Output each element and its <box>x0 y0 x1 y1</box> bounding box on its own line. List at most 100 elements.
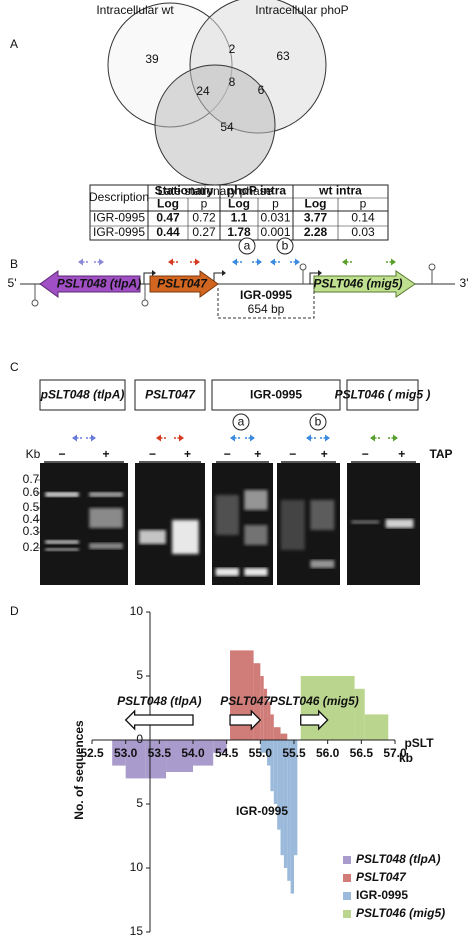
x-tick-label: 56.5 <box>350 746 374 760</box>
gel-band <box>310 500 335 530</box>
y-tick-label: 5 <box>136 796 143 810</box>
primer-head <box>179 434 184 442</box>
bar <box>277 740 281 830</box>
primer-head <box>72 434 77 442</box>
gene-arrow <box>39 270 141 298</box>
lane-sign: + <box>321 447 328 461</box>
x-tick-label: 52.5 <box>80 746 104 760</box>
promoter-head <box>318 270 322 276</box>
lane-label: pSLT048 (tlpA) <box>40 388 125 402</box>
legend-swatch <box>343 910 351 918</box>
gene-arrow <box>300 709 329 731</box>
table-subheader: p <box>201 197 208 211</box>
panel-label: B <box>10 257 18 271</box>
lane-header <box>39 379 126 411</box>
gel-band <box>310 560 335 568</box>
y-tick-label: 15 <box>130 924 144 938</box>
table-subheader: p <box>272 197 279 211</box>
table-cell: 0.72 <box>192 211 216 225</box>
venn-count: 24 <box>196 84 210 98</box>
marker-label: 0.4 <box>23 512 40 526</box>
bar <box>260 740 268 753</box>
lane-sign: − <box>289 447 296 461</box>
bar <box>287 740 291 881</box>
site-circle <box>309 413 327 431</box>
primer-head <box>342 258 347 266</box>
site-circle <box>232 413 250 431</box>
table-subheader: Log <box>228 197 250 211</box>
x-tick-label: 54.5 <box>215 746 239 760</box>
x-tick-label: 53.0 <box>114 746 138 760</box>
gene-label: PSLT048 (tlpA) <box>117 694 201 708</box>
venn-count: 2 <box>229 42 236 56</box>
gene-arrow <box>149 270 219 298</box>
gel-band <box>215 568 239 576</box>
bar <box>354 688 365 740</box>
table-cell: 1.78 <box>227 225 251 239</box>
table-header: phoP intra <box>227 184 286 198</box>
table-subheader: p <box>360 197 367 211</box>
bar <box>273 727 281 740</box>
gene-label: PSLT046 (mig5) <box>313 277 402 291</box>
site-circle <box>276 237 294 255</box>
marker-label: 0.5 <box>23 500 40 514</box>
primer-head <box>78 258 83 266</box>
terminator <box>299 263 307 271</box>
promoter <box>143 272 153 284</box>
primer-head <box>99 258 104 266</box>
marker-label: 0.6 <box>23 485 40 499</box>
bar <box>267 701 271 740</box>
table-cell: 3.77 <box>304 211 328 225</box>
lane-sign: + <box>398 447 405 461</box>
terminator <box>141 299 149 307</box>
bar <box>294 740 298 856</box>
gene-arrow <box>124 709 194 731</box>
venn-set-label: Intracellular phoP <box>255 3 348 17</box>
bar <box>125 740 146 779</box>
primer-head <box>195 258 200 266</box>
gel-band <box>385 519 414 528</box>
bar <box>300 676 355 740</box>
gene-label: PSLT047 <box>220 694 271 708</box>
primer-head <box>232 258 237 266</box>
region-label: IGR-0995 <box>240 288 292 302</box>
y-tick-label: 0 <box>136 732 143 746</box>
x-tick-label: 56.0 <box>316 746 340 760</box>
site-label: b <box>315 415 322 429</box>
gel-band <box>89 543 123 549</box>
table-header: Stationary <box>155 184 214 198</box>
primer-head <box>306 434 311 442</box>
venn-count: 6 <box>258 83 265 97</box>
x-tick-label: 57.0 <box>383 746 407 760</box>
table-cell: 1.1 <box>231 211 248 225</box>
table-cell: IGR-0995 <box>93 211 145 225</box>
table-cell: 0.47 <box>156 211 180 225</box>
treatment-label: TAP <box>429 447 452 461</box>
gel-band <box>45 540 79 544</box>
primer-head <box>168 258 173 266</box>
gel-band <box>244 568 268 576</box>
gene-arrow <box>313 270 416 298</box>
region-size: 654 bp <box>248 302 285 316</box>
gene-label: PSLT047 <box>157 277 208 291</box>
gel-band <box>244 525 268 545</box>
bar <box>112 740 126 766</box>
primer-head <box>230 434 235 442</box>
primer-head <box>325 434 330 442</box>
lane-label: PSLT046 ( mig5 ) <box>335 388 431 402</box>
marker-label: 0.7 <box>23 472 40 486</box>
site-label: a <box>244 239 251 253</box>
bar <box>290 740 294 894</box>
primer-head <box>370 434 375 442</box>
table-cell: IGR-0995 <box>93 225 145 239</box>
x-axis-label: kb <box>399 751 413 765</box>
table-header: Description <box>89 190 149 204</box>
bar <box>253 663 261 740</box>
region-box <box>217 288 315 319</box>
primer-head <box>393 434 398 442</box>
terminator <box>428 263 436 271</box>
venn-count: 39 <box>145 52 159 66</box>
legend-label: PSLT047 <box>356 870 407 884</box>
promoter <box>309 272 319 284</box>
